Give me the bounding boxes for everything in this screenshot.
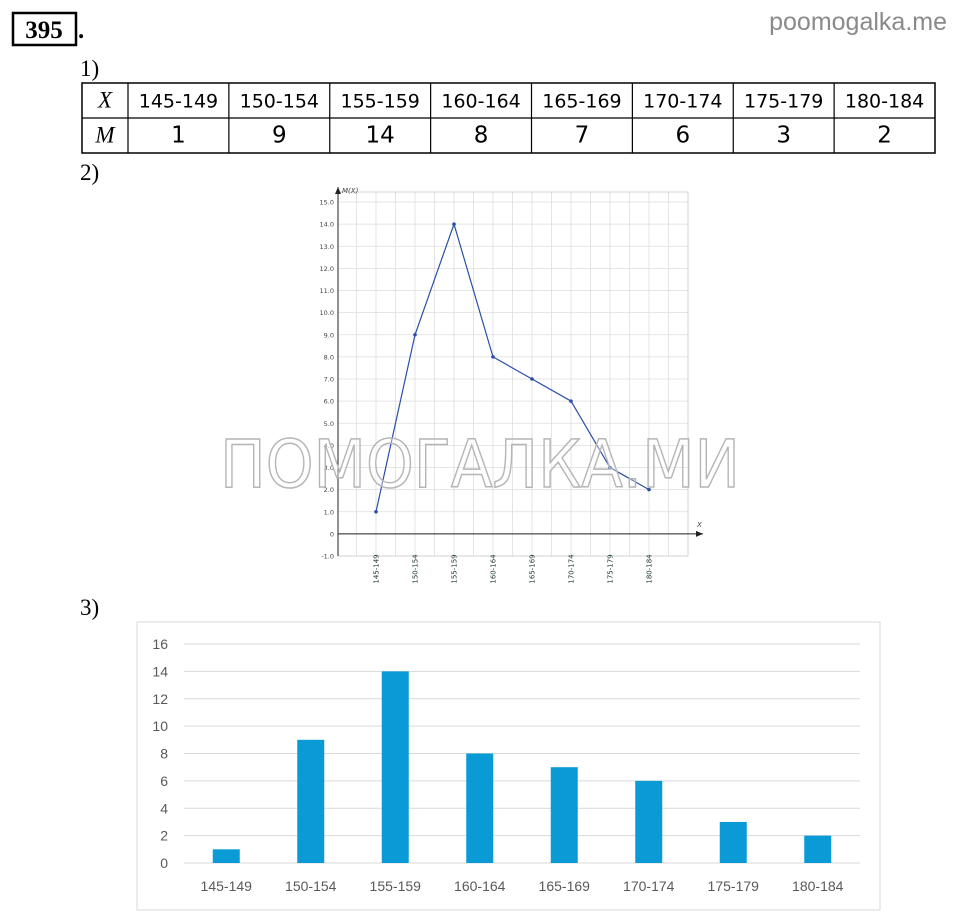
number-box: [11, 11, 78, 47]
x-tick-label: 170-174: [623, 878, 675, 894]
bar: [804, 835, 832, 863]
table-cell: 170-174: [643, 91, 722, 113]
table-cell: 9: [272, 123, 287, 149]
bar: [297, 739, 325, 863]
x-tick-label: 170-174: [568, 554, 576, 584]
table-cell: 8: [474, 123, 489, 149]
y-axis-label: M(X): [342, 187, 359, 195]
table-cell: 3: [776, 123, 791, 149]
table-cell: 14: [366, 123, 395, 149]
point: [491, 355, 495, 359]
y-tick-label: 13.0: [320, 243, 334, 251]
bar: [719, 821, 747, 863]
x-tick-label: 175-179: [708, 878, 760, 894]
y-tick-label: 11.0: [320, 287, 334, 295]
y-tick-label: 14.0: [320, 221, 334, 229]
watermark: ПОМОГАЛКА.МИ: [220, 426, 740, 503]
bar: [550, 767, 578, 863]
table-cell: 145-149: [139, 91, 218, 113]
x-tick-label: 150-154: [285, 878, 337, 894]
y-tick-label: 12: [152, 691, 168, 707]
table-cell: 7: [575, 123, 590, 149]
x-tick-label: 165-169: [529, 554, 537, 583]
y-tick-label: 0: [160, 855, 168, 871]
y-tick-label: 0: [330, 530, 334, 538]
y-arrow: [335, 187, 341, 194]
y-tick-label: 6: [160, 773, 168, 789]
table-cell: 150-154: [240, 91, 319, 113]
point: [608, 465, 612, 470]
problem-suffix: .: [78, 17, 84, 44]
point: [452, 222, 456, 226]
table-cell: 165-169: [542, 91, 621, 113]
table-cell: 180-184: [845, 91, 924, 113]
y-tick-label: 10: [152, 718, 168, 734]
x-tick-label: 150-154: [412, 554, 420, 584]
bar: [212, 849, 240, 863]
line: [375, 222, 650, 512]
table-cell: M: [94, 123, 116, 148]
section-label: 2): [80, 160, 99, 185]
x-tick-label: 180-184: [792, 878, 844, 894]
x-tick-label: 160-164: [490, 554, 498, 584]
x-axis-label: X: [696, 521, 702, 529]
table-cell: 6: [675, 123, 690, 149]
x-tick-label: 165-169: [539, 878, 591, 894]
table-cell: 160-164: [441, 91, 520, 113]
y-tick-label: 9.0: [324, 331, 334, 339]
y-tick-label: 14: [152, 663, 168, 679]
problem-number: 395: [25, 17, 63, 44]
table-cell: X: [97, 88, 113, 113]
table-cell: 155-159: [340, 91, 419, 113]
y-tick-label: 8.0: [324, 353, 334, 361]
bar: [466, 753, 494, 863]
y-tick-label: 4: [160, 800, 168, 816]
x-tick-label: 145-149: [373, 554, 381, 583]
y-tick-label: 15.0: [320, 199, 334, 207]
x-tick-label: 155-159: [370, 878, 422, 894]
x-arrow: [696, 530, 703, 537]
bar: [381, 671, 409, 863]
y-tick-label: 4.0: [324, 442, 334, 450]
y-tick-label: 12.0: [320, 265, 334, 273]
point: [530, 377, 534, 381]
y-tick-label: 7.0: [324, 376, 334, 384]
y-tick-label: -1.0: [321, 553, 334, 561]
y-tick-label: 8: [160, 746, 168, 762]
point: [374, 509, 378, 514]
bar: [635, 780, 663, 863]
point: [413, 332, 417, 337]
point: [647, 487, 651, 492]
y-tick-label: 16: [152, 636, 168, 652]
y-tick-label: 3.0: [324, 464, 334, 472]
y-tick-label: 1.0: [324, 508, 334, 516]
x-tick-label: 145-149: [201, 878, 253, 894]
y-tick-label: 6.0: [324, 398, 334, 406]
x-tick-label: 155-159: [451, 554, 459, 583]
site-name: poomogalka.me: [769, 8, 947, 36]
table-cell: 1: [171, 123, 186, 149]
y-tick-label: 10.0: [320, 309, 334, 317]
y-tick-label: 5.0: [324, 420, 334, 428]
x-tick-label: 160-164: [454, 878, 506, 894]
y-tick-label: 2: [160, 828, 168, 844]
bar-chart-frame: [136, 621, 881, 911]
table-cell: 175-179: [744, 91, 823, 113]
y-tick-label: 2.0: [324, 486, 334, 494]
table-cell: 2: [877, 123, 892, 149]
section-label: 1): [80, 56, 99, 81]
x-tick-label: 180-184: [646, 554, 654, 584]
section-label: 3): [80, 595, 99, 620]
point: [569, 399, 573, 403]
x-tick-label: 175-179: [607, 554, 615, 583]
